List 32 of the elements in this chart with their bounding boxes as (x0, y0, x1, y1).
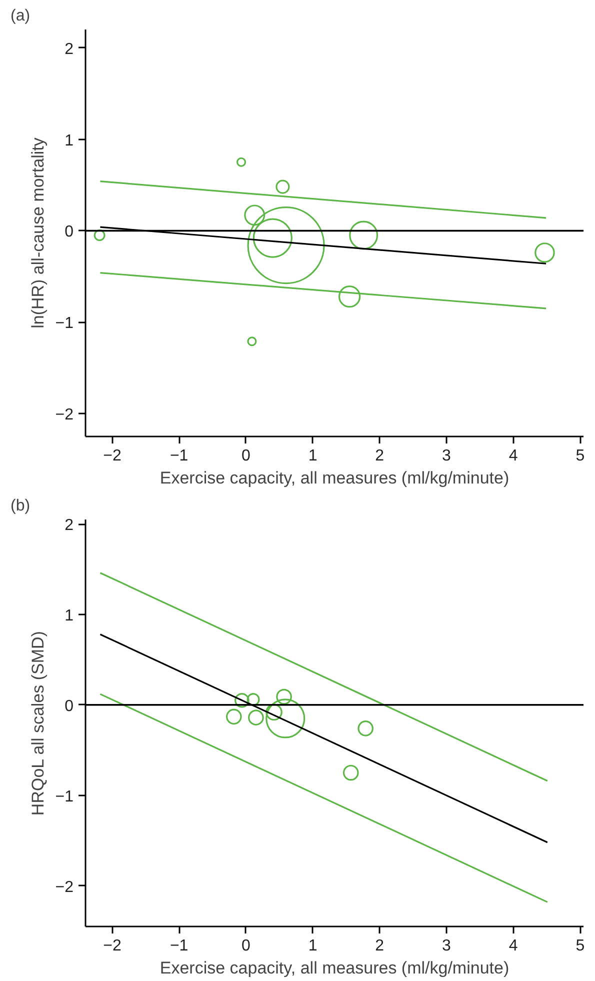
y-tick-label: −1 (55, 315, 74, 332)
y-tick-label: 1 (64, 132, 74, 150)
x-tick-label: 0 (241, 938, 250, 954)
x-tick-label: −1 (170, 938, 188, 954)
x-tick-label: 1 (308, 448, 318, 464)
x-tick-label: 1 (308, 938, 318, 954)
y-tick-label: 0 (64, 224, 74, 241)
y-axis-title: HRQoL all scales (SMD) (28, 631, 48, 816)
y-tick-label: −2 (55, 406, 74, 424)
y-tick-label: 2 (64, 40, 74, 58)
x-tick-label: 3 (442, 448, 452, 464)
y-tick-label: 1 (64, 607, 74, 624)
y-tick-label: 2 (64, 517, 74, 534)
x-tick-label: 3 (442, 938, 452, 954)
y-tick-label: 0 (64, 698, 74, 715)
x-tick-label: 0 (241, 448, 250, 464)
x-tick-label: 4 (508, 938, 518, 954)
x-tick-label: 2 (375, 938, 384, 954)
x-tick-label: 2 (375, 448, 384, 464)
x-tick-label: 5 (576, 448, 585, 464)
y-tick-label: −2 (55, 878, 74, 896)
x-axis-title: Exercise capacity, all measures (ml/kg/minute) (160, 958, 510, 978)
x-axis-title: Exercise capacity, all measures (ml/kg/minute) (160, 468, 510, 488)
x-tick-label: 5 (576, 938, 585, 954)
x-tick-label: −1 (170, 448, 188, 464)
chart-title: (b) (10, 498, 30, 514)
y-axis-title: ln(HR) all-cause mortality (28, 137, 48, 328)
chart-title: (a) (10, 8, 30, 24)
x-tick-label: −2 (103, 938, 122, 954)
x-tick-label: 4 (508, 448, 518, 464)
x-tick-label: −2 (103, 448, 122, 464)
y-tick-label: −1 (55, 788, 74, 806)
